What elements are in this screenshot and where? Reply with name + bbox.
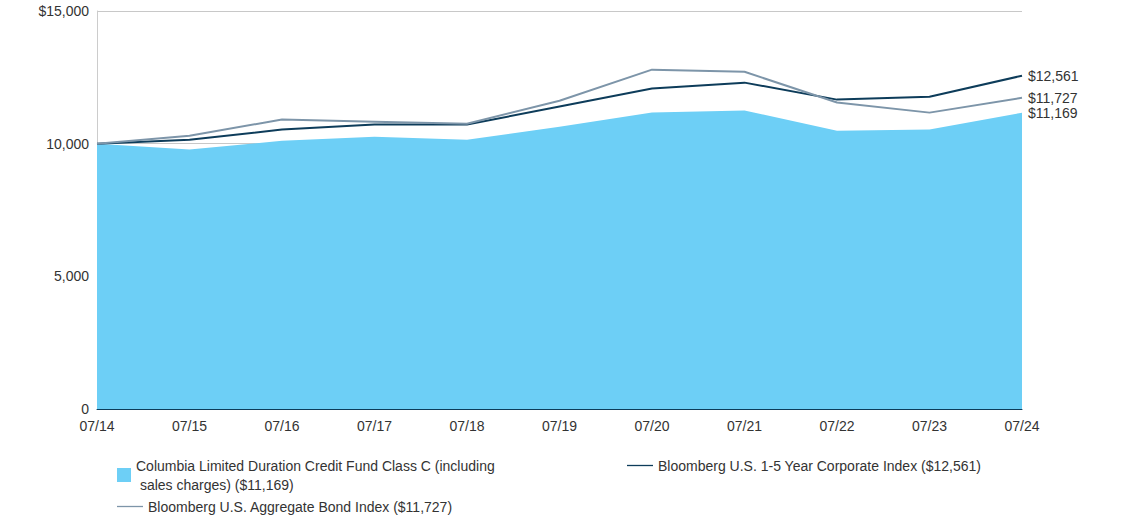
svg-text:07/20: 07/20 <box>634 418 669 434</box>
svg-text:07/22: 07/22 <box>819 418 854 434</box>
svg-text:$11,169: $11,169 <box>1028 105 1078 121</box>
svg-text:$12,561: $12,561 <box>1028 68 1079 84</box>
svg-text:5,000: 5,000 <box>54 268 89 284</box>
svg-text:sales charges) ($11,169): sales charges) ($11,169) <box>136 477 294 493</box>
svg-text:Bloomberg U.S. 1-5 Year Corpor: Bloomberg U.S. 1-5 Year Corporate Index … <box>658 458 981 474</box>
svg-text:07/19: 07/19 <box>542 418 577 434</box>
svg-text:07/18: 07/18 <box>449 418 484 434</box>
svg-text:07/15: 07/15 <box>172 418 207 434</box>
svg-text:07/17: 07/17 <box>357 418 392 434</box>
svg-text:07/24: 07/24 <box>1004 418 1039 434</box>
svg-text:07/16: 07/16 <box>264 418 299 434</box>
svg-text:07/14: 07/14 <box>79 418 114 434</box>
svg-text:Columbia Limited Duration Cred: Columbia Limited Duration Credit Fund Cl… <box>136 458 495 474</box>
svg-text:07/21: 07/21 <box>727 418 762 434</box>
svg-text:$11,727: $11,727 <box>1028 90 1078 106</box>
svg-text:Bloomberg U.S. Aggregate Bond: Bloomberg U.S. Aggregate Bond Index ($11… <box>148 499 452 515</box>
svg-text:10,000: 10,000 <box>46 136 89 152</box>
svg-text:07/23: 07/23 <box>912 418 947 434</box>
svg-text:0: 0 <box>81 401 89 417</box>
svg-text:$15,000: $15,000 <box>38 3 89 19</box>
